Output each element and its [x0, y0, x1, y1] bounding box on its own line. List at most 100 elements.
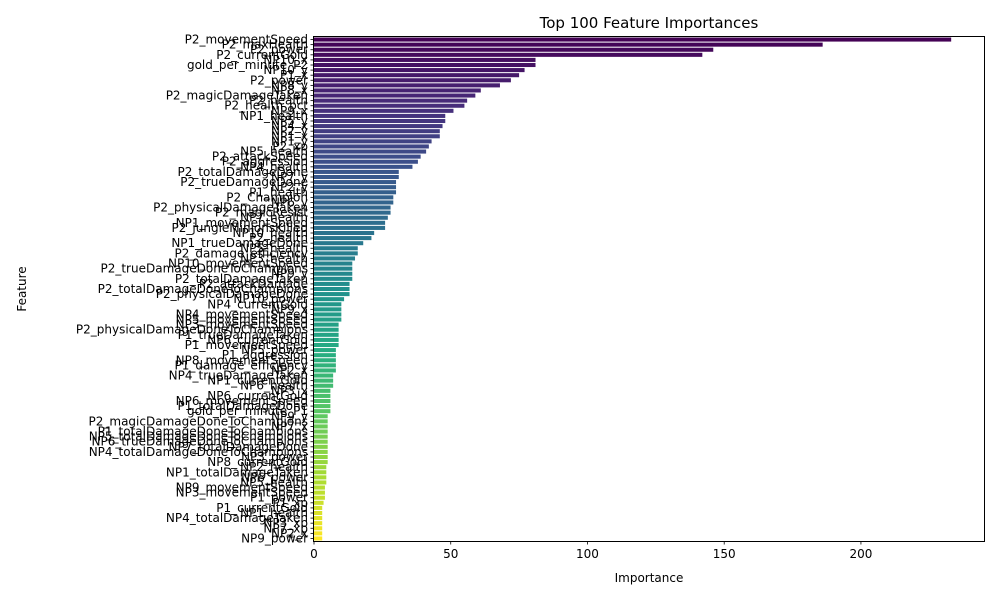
- y-tick-label: NP1_trueDamageDone: [171, 236, 308, 250]
- y-tick-label: NP1_movementSpeed: [176, 216, 308, 230]
- y-tick-label: NP3_x: [271, 384, 308, 398]
- bar: [314, 353, 336, 358]
- bar: [314, 169, 399, 174]
- y-tick-label: NP1_health: [240, 109, 308, 123]
- y-tick-label: NP7_y: [271, 170, 308, 184]
- bar: [314, 460, 328, 465]
- y-tick-label: NP10_x: [263, 53, 308, 67]
- bar: [314, 536, 323, 541]
- bar: [314, 266, 353, 271]
- bar: [314, 449, 328, 454]
- bar: [314, 286, 350, 292]
- y-tick-label: NP7_xp: [263, 521, 308, 535]
- bar: [314, 256, 356, 261]
- y-tick-label: NP6_power: [241, 470, 308, 484]
- y-tick-label: NP5_y: [271, 114, 308, 128]
- x-tick-label: 50: [443, 547, 458, 561]
- bar: [314, 312, 342, 317]
- bar: [314, 322, 339, 327]
- bar: [314, 510, 323, 516]
- bar: [314, 348, 336, 353]
- y-tick-label: NP2_x: [271, 526, 308, 540]
- y-tick-label: NP4_currentGold: [207, 297, 308, 311]
- y-tick-label: NP5_health: [240, 475, 308, 489]
- y-tick-label: NP3_xp: [263, 516, 308, 530]
- y-tick-label: NP9_power: [241, 531, 308, 545]
- y-tick-label: P2_physicalDamageDone: [156, 287, 308, 301]
- bar: [314, 174, 399, 180]
- bar: [314, 495, 325, 500]
- bar: [314, 292, 350, 297]
- bar: [314, 500, 324, 505]
- bar: [314, 57, 536, 62]
- y-tick-label: P1_xp: [272, 496, 308, 510]
- y-tick-label: NP2_x: [271, 363, 308, 377]
- bar: [314, 98, 468, 103]
- y-tick-label: NP8_movementSpeed: [176, 353, 308, 367]
- y-tick-label: NP9_y: [271, 409, 308, 423]
- y-tick-label: NP7_x: [271, 419, 308, 433]
- bar: [314, 246, 358, 251]
- y-tick-label: NP8_x: [271, 83, 308, 97]
- y-tick-label: P2_power: [250, 73, 308, 87]
- y-tick-label: P2_magicDamageDoneToChampions: [89, 414, 308, 428]
- y-tick-labels: P2_movementSpeedP2_maxHealthP2_powerP2_c…: [76, 33, 314, 545]
- bar: [314, 124, 443, 129]
- y-tick-label: P2_currentGold: [216, 48, 308, 62]
- y-tick-label: NP1_currentGold: [207, 374, 308, 388]
- y-tick-label: NP6_trueDamageDoneToChampions: [92, 435, 309, 449]
- y-tick-label: NP8_y: [271, 78, 308, 92]
- y-tick-label: P2_totalDamageTaken: [175, 272, 308, 286]
- bar: [314, 261, 353, 266]
- y-tick-label: NP3_movementSpeed: [176, 318, 308, 332]
- bar: [314, 225, 386, 230]
- y-tick-label: NP10_health: [233, 226, 308, 240]
- y-tick-label: NP7_totalDamageDone: [169, 440, 309, 454]
- bar: [314, 73, 520, 78]
- bar: [314, 424, 328, 429]
- bar: [314, 47, 714, 52]
- y-tick-label: NP4_health: [240, 160, 308, 174]
- bar: [314, 531, 323, 536]
- bar: [314, 332, 339, 337]
- bar: [314, 134, 440, 139]
- y-tick-label: NP3_movementSpeed: [176, 486, 308, 500]
- bar: [314, 302, 342, 307]
- bar: [314, 516, 323, 521]
- bar: [314, 378, 334, 383]
- bar: [314, 276, 353, 281]
- y-tick-label: P1_x: [280, 68, 308, 82]
- bar: [314, 149, 427, 154]
- bar: [314, 220, 386, 225]
- x-axis-label: Importance: [615, 571, 684, 585]
- y-tick-label: NP4_movementSpeed: [176, 307, 308, 321]
- bar: [314, 398, 331, 404]
- x-ticks: 0 50 100 150 200: [310, 541, 872, 561]
- y-tick-label: P1_totalDamageDoneToChampions: [98, 425, 308, 439]
- y-tick-label: P2_health_pct: [224, 99, 308, 113]
- bar: [314, 118, 446, 124]
- bar: [314, 297, 345, 302]
- bar: [314, 383, 334, 388]
- y-tick-label: NP5_totalDamageDoneToChampions: [89, 430, 308, 444]
- bar: [314, 129, 440, 134]
- bar: [314, 215, 388, 220]
- y-tick-label: P1_aggression: [222, 348, 308, 362]
- bar: [314, 327, 339, 332]
- y-tick-label: P2_attackSpeed: [212, 150, 308, 164]
- axes-frame: [313, 36, 985, 542]
- y-tick-label: NP10_movementSpeed: [168, 257, 308, 271]
- bar: [314, 526, 323, 531]
- y-tick-label: NP10_y: [263, 63, 308, 77]
- bar: [314, 480, 327, 485]
- bar: [314, 139, 432, 144]
- y-tick-label: NP4_x: [271, 119, 308, 133]
- y-tick-label: NP5_health: [240, 241, 308, 255]
- y-tick-label: P2_physicalDamageTaken: [153, 201, 308, 215]
- y-tick-label: NP9_movementSpeed: [176, 481, 308, 495]
- bar: [314, 505, 323, 510]
- bar: [314, 485, 325, 490]
- bar: [314, 444, 328, 449]
- bar: [314, 358, 336, 363]
